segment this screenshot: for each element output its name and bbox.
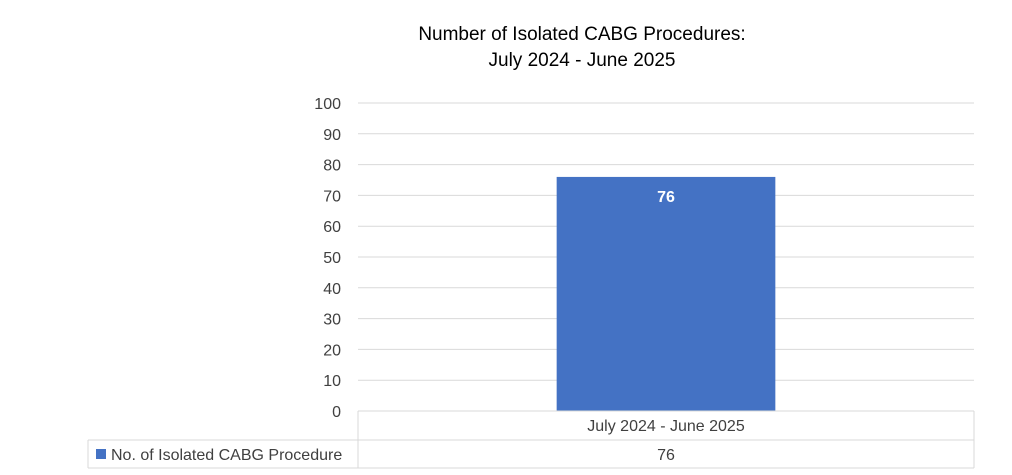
y-tick-label: 30 [323,312,341,329]
y-tick-label: 60 [323,219,341,236]
y-tick-label: 40 [323,281,341,298]
bar [556,176,776,411]
y-tick-label: 10 [323,373,341,390]
y-tick-label: 0 [332,404,341,421]
bar-data-label: 76 [657,189,675,206]
chart-title-line-1: Number of Isolated CABG Procedures: [418,24,745,45]
legend-swatch [96,449,106,459]
data-table: July 2024 - June 2025 No. of Isolated CAB… [87,410,975,469]
bars [556,176,776,411]
y-axis-tick-labels: 0 10 20 30 40 50 60 70 80 90 100 [314,96,341,421]
legend-series-name: No. of Isolated CABG Procedure [111,447,342,464]
y-tick-label: 50 [323,250,341,267]
chart-title: Number of Isolated CABG Procedures: July… [418,24,745,71]
chart-title-line-2: July 2024 - June 2025 [489,50,676,71]
table-value: 76 [657,447,675,464]
y-tick-label: 80 [323,158,341,175]
data-labels: 76 [657,189,675,206]
y-tick-label: 20 [323,342,341,359]
y-tick-label: 100 [314,96,341,113]
y-tick-label: 70 [323,188,341,205]
y-tick-label: 90 [323,127,341,144]
category-label: July 2024 - June 2025 [587,418,745,435]
